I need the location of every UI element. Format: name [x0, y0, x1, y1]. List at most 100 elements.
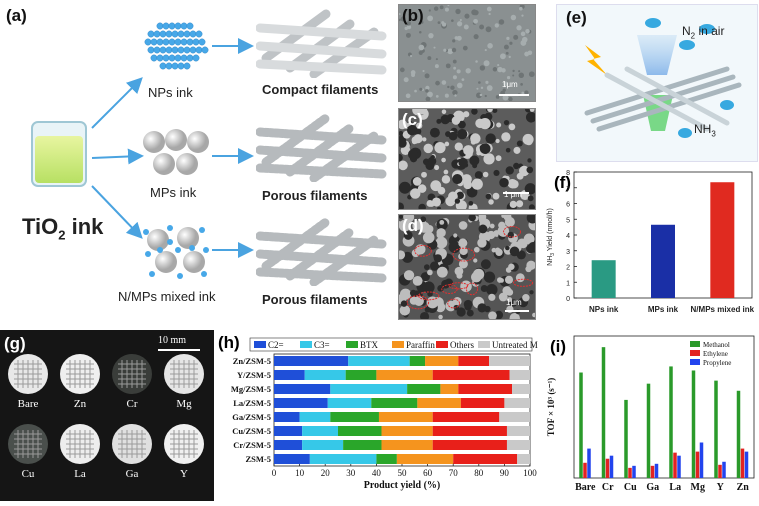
- bar: [591, 260, 616, 298]
- sample-label: Zn: [73, 398, 87, 410]
- bar-segment: [330, 412, 379, 422]
- nh3-yield-chart: (f) 0 1 2 3 4 5 6 7 8 NPs ink MPs ink N/MPs mixed in…: [540, 166, 759, 326]
- x-tick-label: N/MPs mixed ink: [691, 305, 755, 314]
- y-tick-label: 5: [566, 217, 570, 224]
- scale-bar-line-g: [158, 349, 200, 351]
- bar: [695, 451, 700, 478]
- x-tick-label: 40: [372, 468, 382, 478]
- photocatalysis-scene: [556, 4, 758, 162]
- y-tick-label: Mg/ZSM-5: [231, 384, 271, 394]
- mps-cluster: [143, 129, 209, 175]
- y-tick-label: 2: [566, 265, 570, 272]
- bar: [691, 370, 696, 478]
- legend-swatch: [254, 341, 266, 348]
- sample-label: Ga: [125, 468, 139, 480]
- bar-segment: [458, 384, 513, 394]
- bar-segment: [376, 454, 397, 464]
- tio2-ink-beaker: [31, 121, 87, 187]
- bar-segment: [432, 412, 500, 422]
- sample-label: Cu: [21, 468, 35, 480]
- panel-g-label: (g): [4, 334, 26, 353]
- y-tick-label: 7: [566, 186, 570, 193]
- mps-ink-label: MPs ink: [150, 185, 197, 200]
- sem-image-b: [398, 4, 536, 102]
- bar-segment: [509, 370, 530, 380]
- panel-i-label: (i): [550, 337, 566, 356]
- bar-segment: [499, 412, 530, 422]
- mixed-cluster: [143, 225, 209, 279]
- bar-segment: [274, 398, 328, 408]
- nps-cluster: [144, 22, 209, 70]
- porous-filament-lattice-2: [256, 217, 387, 286]
- product-yield-chart: (h) C2= C3= BTX Paraffin Others Untreated MeOH…: [218, 333, 538, 491]
- bar-segment: [274, 440, 303, 450]
- bar-segment: [409, 356, 426, 366]
- bar: [579, 372, 583, 478]
- bar-segment: [460, 398, 505, 408]
- y-tick-label: Y/ZSM-5: [237, 370, 271, 380]
- bar-segment: [345, 370, 377, 380]
- bar-segment: [330, 384, 408, 394]
- bar-segment: [506, 426, 530, 436]
- bar: [601, 347, 606, 478]
- bar-segment: [396, 454, 454, 464]
- x-axis-label: Product yield (%): [364, 480, 440, 491]
- panel-b-label: (b): [402, 6, 424, 25]
- bar-segment: [376, 370, 433, 380]
- y-tick-label: Cu/ZSM-5: [232, 426, 271, 436]
- legend-swatch: [690, 359, 700, 365]
- bar: [744, 451, 749, 478]
- x-tick-label: Bare: [575, 482, 596, 493]
- flow-arrows: [91, 38, 254, 258]
- bar-segment: [432, 370, 510, 380]
- bar-segment: [506, 440, 530, 450]
- bar-segment: [381, 426, 433, 436]
- sem-image-d: [398, 214, 536, 320]
- x-tick-label: 70: [449, 468, 459, 478]
- bar: [646, 383, 651, 478]
- bar: [605, 458, 610, 478]
- bar-segment: [489, 356, 530, 366]
- legend-label: Propylene: [703, 359, 731, 367]
- legend-swatch: [392, 341, 404, 348]
- bar: [609, 455, 614, 478]
- bar: [632, 465, 636, 478]
- bar: [736, 390, 741, 478]
- x-tick-label: Cr: [602, 482, 614, 493]
- x-tick-label: 30: [346, 468, 356, 478]
- x-tick-label: Mg: [691, 482, 705, 493]
- bar: [699, 442, 704, 478]
- y-tick-label: 4: [566, 233, 570, 240]
- sample-photo: [0, 330, 214, 501]
- bar-segment: [425, 356, 459, 366]
- bar-segment: [432, 426, 507, 436]
- legend-swatch: [690, 341, 700, 347]
- x-tick-label: 50: [398, 468, 408, 478]
- panel-f-label: (f): [554, 173, 571, 192]
- scale-bar-c: 1 μm: [504, 190, 522, 199]
- legend-swatch: [346, 341, 358, 348]
- panel-e-label: (e): [566, 8, 587, 27]
- bar-segment: [458, 356, 490, 366]
- sem-image-c: [398, 108, 536, 210]
- bar-segment: [274, 426, 303, 436]
- x-tick-label: Zn: [737, 482, 750, 493]
- bar-segment: [417, 398, 461, 408]
- bar: [677, 455, 681, 478]
- x-tick-label: 60: [423, 468, 433, 478]
- porous-filaments-label-2: Porous filaments: [262, 292, 368, 307]
- nh3-label: NH3: [694, 122, 716, 139]
- bar: [587, 448, 591, 478]
- bar-segment: [407, 384, 441, 394]
- sample-label: Mg: [176, 398, 192, 410]
- legend-swatch: [300, 341, 312, 348]
- y-tick-label: Ga/ZSM-5: [232, 412, 271, 422]
- sample-label: Cr: [126, 398, 138, 410]
- y-tick-label: La/ZSM-5: [233, 398, 271, 408]
- scale-bar-g: 10 mm: [158, 335, 187, 346]
- bar: [722, 461, 726, 478]
- bar-segment: [440, 384, 459, 394]
- panel-d-label: (d): [402, 216, 424, 235]
- legend-label: Ethylene: [703, 350, 728, 358]
